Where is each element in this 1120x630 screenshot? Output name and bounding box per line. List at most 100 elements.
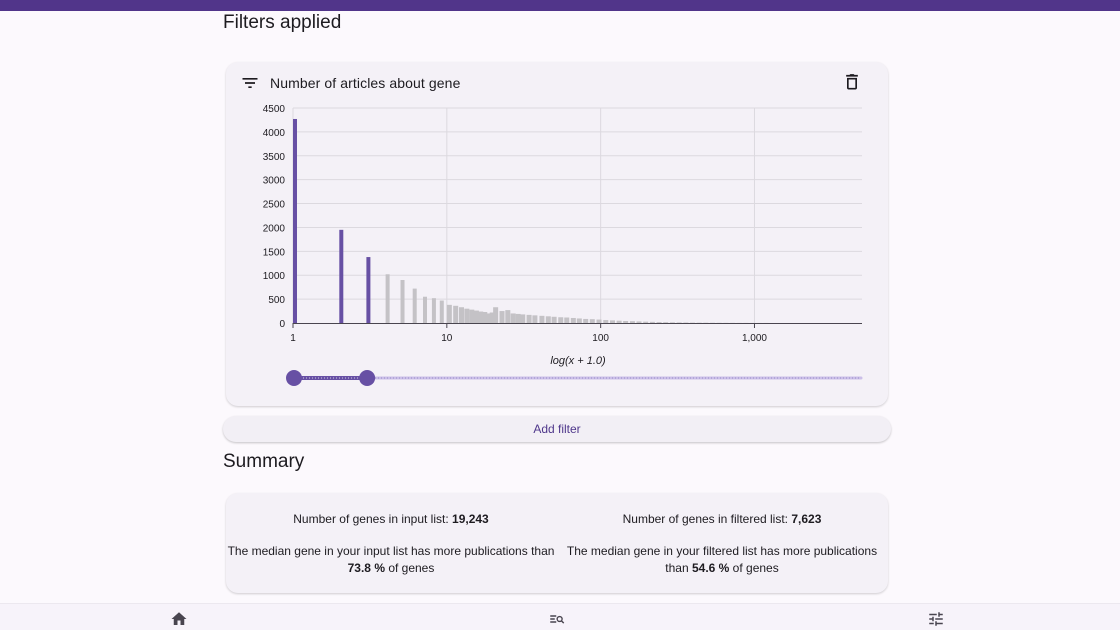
tune-icon[interactable] — [926, 610, 946, 628]
histogram-bar — [609, 320, 615, 323]
histogram-bar — [532, 315, 538, 323]
input-count-label: Number of genes in input list: — [293, 512, 453, 526]
x-tick-label: 1,000 — [742, 333, 767, 344]
histogram-bar — [499, 311, 505, 323]
filter-card: Number of articles about gene 0 500 1000 15… — [226, 62, 888, 406]
histogram-bar — [643, 321, 649, 323]
filtered-count-value: 7,623 — [791, 512, 822, 526]
filtered-median-post: of genes — [729, 561, 779, 575]
histogram-bar — [696, 322, 702, 324]
histogram-bar — [510, 313, 516, 323]
histogram-bar — [690, 322, 696, 324]
summary-title: Summary — [223, 451, 305, 472]
histogram-bar — [683, 322, 689, 324]
y-tick-label: 2500 — [263, 200, 286, 211]
y-tick-label: 4500 — [263, 104, 286, 115]
x-tick-label: 1 — [290, 333, 296, 344]
home-icon[interactable] — [169, 610, 189, 628]
filtered-median-value: 54.6 % — [691, 561, 730, 575]
input-median-stat: The median gene in your input list has m… — [226, 543, 556, 577]
histogram-bar — [478, 311, 484, 323]
histogram-bar — [656, 322, 662, 323]
input-median-post: of genes — [384, 561, 435, 575]
histogram-bar — [623, 320, 629, 323]
histogram-bar — [596, 319, 602, 323]
histogram-bar — [663, 322, 669, 323]
histogram-bar — [564, 317, 570, 323]
histogram-bar — [453, 305, 459, 323]
bottom-navigation — [0, 603, 1120, 630]
top-app-bar — [0, 0, 1120, 11]
histogram-bar — [339, 229, 344, 323]
histogram-bar — [482, 312, 488, 323]
histogram-bar — [422, 296, 427, 323]
trash-icon[interactable] — [842, 72, 862, 92]
histogram-bar — [570, 317, 576, 323]
input-median-pre: The median gene in your input list has m… — [227, 544, 555, 558]
y-tick-label: 0 — [279, 319, 285, 330]
histogram-bar — [551, 316, 557, 323]
histogram-bar — [703, 322, 709, 324]
range-slider[interactable] — [286, 370, 863, 386]
histogram-bar — [505, 310, 511, 323]
histogram-bar — [649, 321, 655, 323]
histogram-bar — [366, 257, 371, 323]
y-tick-label: 3000 — [263, 176, 286, 187]
histogram-bar — [669, 322, 675, 323]
histogram-bar — [431, 298, 436, 323]
histogram-bar — [489, 312, 495, 323]
input-median-value: 73.8 % — [347, 561, 385, 575]
input-count-stat: Number of genes in input list: 19,243 — [226, 511, 556, 528]
histogram-bar — [293, 118, 297, 323]
histogram-bar — [520, 314, 526, 323]
histogram-bar — [385, 274, 390, 323]
filters-applied-title: Filters applied — [223, 12, 342, 33]
histogram-bar — [464, 308, 470, 323]
histogram-bar — [486, 313, 492, 323]
histogram-bar — [545, 316, 551, 323]
y-tick-label: 500 — [268, 295, 285, 306]
histogram-bar — [636, 321, 642, 323]
histogram-bar — [616, 320, 622, 323]
histogram-bar — [439, 300, 444, 323]
histogram-bar — [412, 288, 417, 323]
histogram-bar — [583, 318, 589, 323]
add-filter-button[interactable]: Add filter — [223, 416, 891, 442]
y-tick-label: 4000 — [263, 128, 286, 139]
filtered-count-stat: Number of genes in filtered list: 7,623 — [556, 511, 888, 528]
filtered-median-pre: The median gene in your filtered list ha… — [566, 544, 878, 575]
filter-title: Number of articles about gene — [270, 75, 461, 91]
histogram-bar — [473, 310, 479, 323]
filter-list-icon — [242, 78, 258, 88]
histogram-bar — [589, 319, 595, 323]
y-tick-label: 2000 — [263, 223, 286, 234]
histogram-bar — [493, 307, 499, 323]
filter-header: Number of articles about gene — [240, 72, 460, 94]
histogram-bar — [558, 317, 564, 323]
histogram-bar — [603, 320, 609, 323]
y-tick-label: 1000 — [263, 271, 286, 282]
search-list-icon[interactable] — [547, 610, 567, 628]
histogram-bar — [576, 318, 582, 323]
histogram-bar — [676, 322, 682, 323]
y-tick-label: 1500 — [263, 247, 286, 258]
x-tick-label: 100 — [592, 333, 609, 344]
slider-handle-low[interactable] — [286, 370, 302, 386]
input-count-value: 19,243 — [452, 512, 489, 526]
filtered-median-stat: The median gene in your filtered list ha… — [556, 543, 888, 577]
histogram-bar — [400, 280, 405, 323]
histogram-bar — [459, 307, 465, 323]
histogram-bar — [629, 321, 635, 323]
histogram-bar — [515, 313, 521, 323]
y-tick-label: 3500 — [263, 152, 286, 163]
x-tick-label: 10 — [441, 333, 453, 344]
slider-handle-high[interactable] — [359, 370, 376, 386]
summary-card: Number of genes in input list: 19,243 Nu… — [226, 493, 888, 593]
histogram-bar — [469, 309, 475, 323]
histogram-bar — [446, 304, 452, 323]
histogram-bar — [539, 315, 545, 323]
histogram-chart: 0 500 1000 1500 2000 2500 3000 3500 4000 4500 1 10 1… — [263, 104, 863, 386]
histogram-bar — [526, 314, 532, 323]
filtered-count-label: Number of genes in filtered list: — [622, 512, 792, 526]
x-axis-label: log(x + 1.0) — [550, 355, 606, 367]
